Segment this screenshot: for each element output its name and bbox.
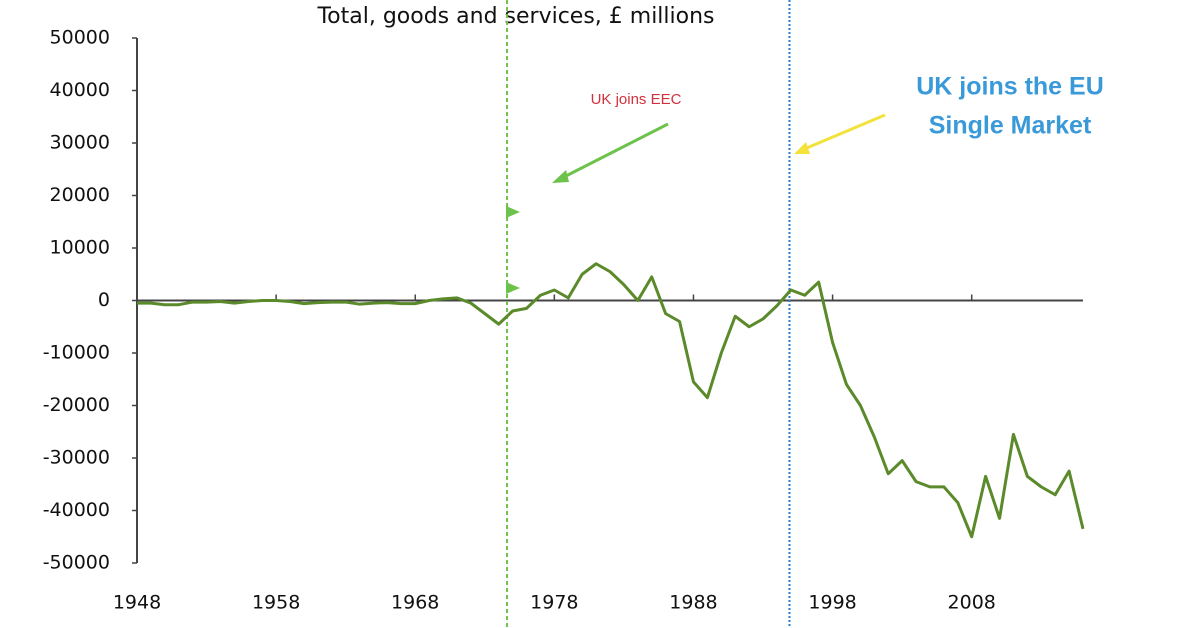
chart-title: Total, goods and services, £ millions xyxy=(316,4,714,29)
x-tick-label: 1978 xyxy=(530,592,578,614)
data-line xyxy=(137,262,1085,539)
y-tick-label: 40000 xyxy=(50,79,110,101)
marker-arrow xyxy=(506,206,520,218)
y-tick-label: -20000 xyxy=(43,394,110,416)
arrow xyxy=(801,113,886,152)
arrow xyxy=(559,122,669,181)
y-tick-label: 10000 xyxy=(50,237,110,259)
event-label: UK joins EEC xyxy=(591,91,682,108)
x-tick-label: 1958 xyxy=(252,592,300,614)
x-tick-label: 2008 xyxy=(948,592,996,614)
x-tick-label: 1998 xyxy=(808,592,856,614)
arrow-head xyxy=(794,142,810,154)
arrow-head xyxy=(552,170,569,183)
x-tick-label: 1948 xyxy=(113,592,161,614)
y-tick-label: 30000 xyxy=(50,132,110,154)
x-tick-label: 1968 xyxy=(391,592,439,614)
y-tick-label: 0 xyxy=(98,289,110,311)
y-tick-label: -30000 xyxy=(43,447,110,469)
event-label: Single Market xyxy=(929,112,1092,140)
y-tick-label: -50000 xyxy=(43,552,110,574)
y-tick-label: -40000 xyxy=(43,499,110,521)
y-tick-label: -10000 xyxy=(43,342,110,364)
marker-arrow xyxy=(506,282,520,294)
y-tick-label: 20000 xyxy=(50,184,110,206)
x-tick-label: 1988 xyxy=(669,592,717,614)
event-label: UK joins the EU xyxy=(916,73,1104,101)
y-tick-label: 50000 xyxy=(50,27,110,49)
